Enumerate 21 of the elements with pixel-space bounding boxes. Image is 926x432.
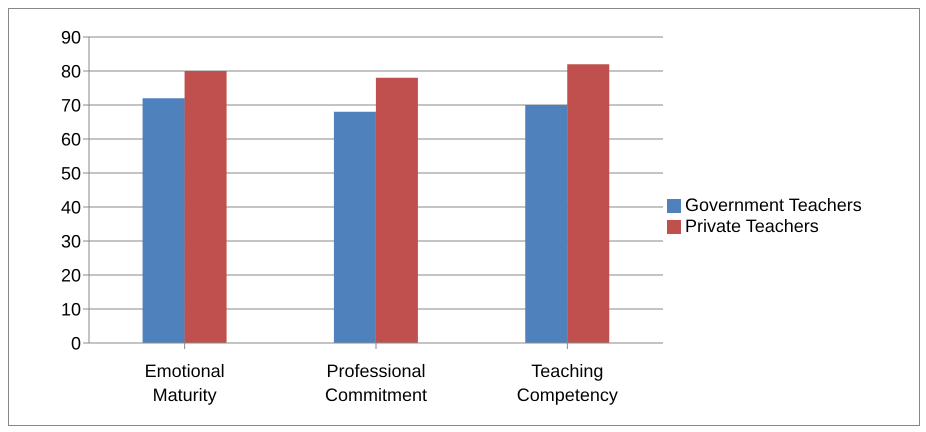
x-tick-label: Emotional Maturity (144, 361, 225, 405)
bar (142, 98, 185, 343)
bar (334, 112, 376, 343)
y-tick-label: 40 (60, 197, 81, 218)
bar (184, 71, 227, 343)
y-tick-label: 30 (60, 231, 81, 252)
bar (525, 105, 568, 343)
y-tick-label: 90 (60, 27, 81, 48)
y-tick-label: 20 (60, 265, 81, 286)
legend-label: Private Teachers (685, 216, 819, 236)
y-tick-label: 80 (60, 61, 81, 82)
y-tick-label: 50 (60, 163, 81, 184)
bar (376, 78, 418, 343)
bar (567, 64, 610, 343)
legend-label: Government Teachers (685, 195, 862, 215)
x-tick-label: Teaching Competency (516, 361, 618, 405)
y-tick-label: 70 (60, 95, 81, 116)
y-tick-label: 10 (60, 299, 81, 320)
x-tick-label: Professional Commitment (324, 361, 428, 405)
y-tick-label: 60 (60, 129, 81, 150)
y-tick-label: 0 (70, 333, 81, 354)
